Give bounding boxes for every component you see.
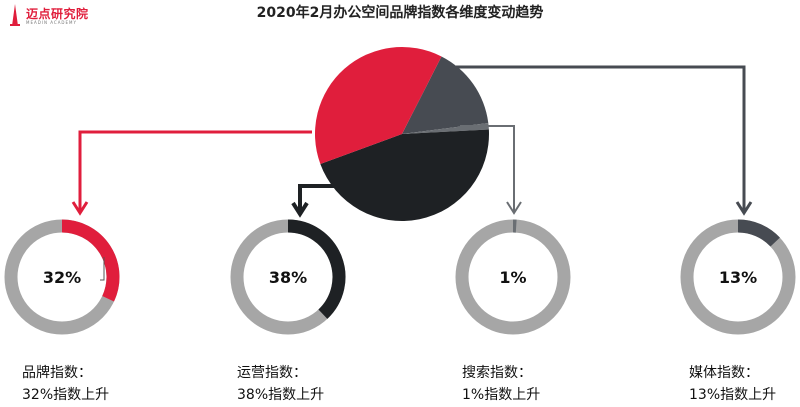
caption-operation-change: 38%指数上升 xyxy=(237,387,325,403)
connector-line-media xyxy=(456,65,746,212)
tower-logo-icon xyxy=(10,4,20,26)
donut-label-media: 13% xyxy=(719,268,757,287)
connector-arrow-media xyxy=(735,201,753,216)
logo-subtext: MEADIN ACADEMY xyxy=(26,20,77,25)
caption-search-change: 1%指数上升 xyxy=(462,387,541,403)
donut-fill-media xyxy=(737,219,780,247)
pie-slice-brand xyxy=(315,47,442,164)
brand-leader-line xyxy=(100,257,105,281)
caption-media-name: 媒体指数： xyxy=(689,365,759,381)
chart-title: 2020年2月办公空间品牌指数各维度变动趋势 xyxy=(256,5,544,21)
donut-brand: 32% xyxy=(4,219,120,335)
main-pie xyxy=(315,47,489,221)
connector-line-operation xyxy=(298,184,346,213)
caption-brand-name: 品牌指数： xyxy=(22,365,92,381)
brand-logo: 迈点研究院 MEADIN ACADEMY xyxy=(8,4,128,30)
caption-brand-change: 32%指数上升 xyxy=(22,387,110,403)
caption-media: 媒体指数： 13%指数上升 xyxy=(689,362,776,406)
logo-text: 迈点研究院 xyxy=(26,7,89,21)
connector-line-search xyxy=(460,125,515,212)
donut-label-operation: 38% xyxy=(269,268,307,287)
donut-search: 1% xyxy=(455,219,571,335)
donut-rings: 32% 38% 1% 13% xyxy=(4,219,796,335)
donut-operation: 38% xyxy=(230,219,346,335)
connector-arrow-search xyxy=(506,201,522,215)
donut-label-brand: 32% xyxy=(43,268,81,287)
caption-media-change: 13%指数上升 xyxy=(689,387,777,403)
donut-fill-brand xyxy=(61,219,120,302)
connectors xyxy=(71,65,753,218)
connector-arrow-operation xyxy=(291,201,309,218)
caption-search: 搜索指数： 1%指数上升 xyxy=(462,362,540,406)
donut-media: 13% xyxy=(680,219,796,335)
connector-arrow-brand xyxy=(71,201,89,216)
caption-search-name: 搜索指数： xyxy=(462,365,532,381)
pie-slice-media xyxy=(402,56,489,134)
donut-fill-operation xyxy=(287,219,346,319)
pie-slice-operation xyxy=(320,129,489,221)
caption-operation: 运营指数： 38%指数上升 xyxy=(237,362,324,406)
connector-line-brand xyxy=(78,130,312,212)
caption-operation-name: 运营指数： xyxy=(237,365,307,381)
caption-brand: 品牌指数： 32%指数上升 xyxy=(22,362,109,406)
donut-label-search: 1% xyxy=(499,268,526,287)
